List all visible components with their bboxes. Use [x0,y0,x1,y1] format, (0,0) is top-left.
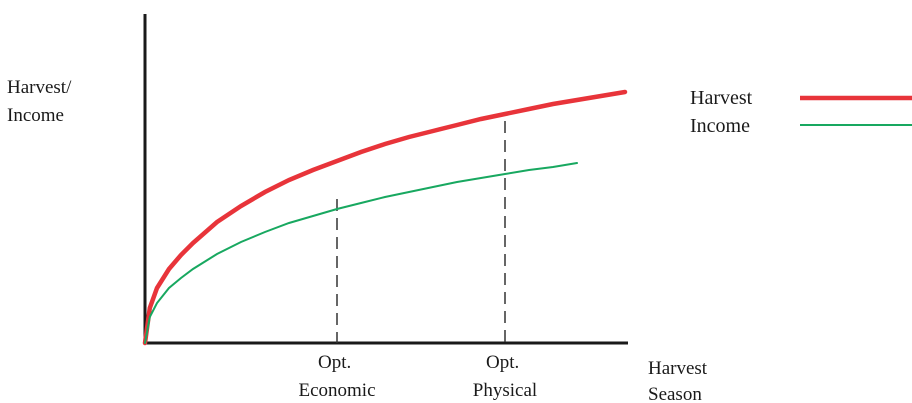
harvest-series-line [142,89,628,346]
opt-physical-label: Opt. Physical [473,352,537,401]
y-axis-label-line-1: Harvest/ [7,77,72,98]
x-axis-label-line-1: Harvest [648,358,708,379]
opt-economic-label: Opt. Economic [298,352,375,401]
income-series-line [144,162,578,344]
opt-economic-label-line-2: Economic [298,380,375,401]
legend-label-income: Income [690,115,750,137]
y-axis-label-line-2: Income [7,105,64,126]
legend-label-harvest: Harvest [690,87,753,109]
opt-physical-label-line-1: Opt. [486,352,519,373]
opt-economic-label-line-1: Opt. [318,352,351,373]
y-axis-label: Harvest/ Income [7,77,76,126]
x-axis-label: Harvest Season [648,358,712,403]
opt-physical-label-line-2: Physical [473,380,537,401]
legend: Harvest Income [690,87,912,137]
x-axis-label-line-2: Season [648,384,702,403]
